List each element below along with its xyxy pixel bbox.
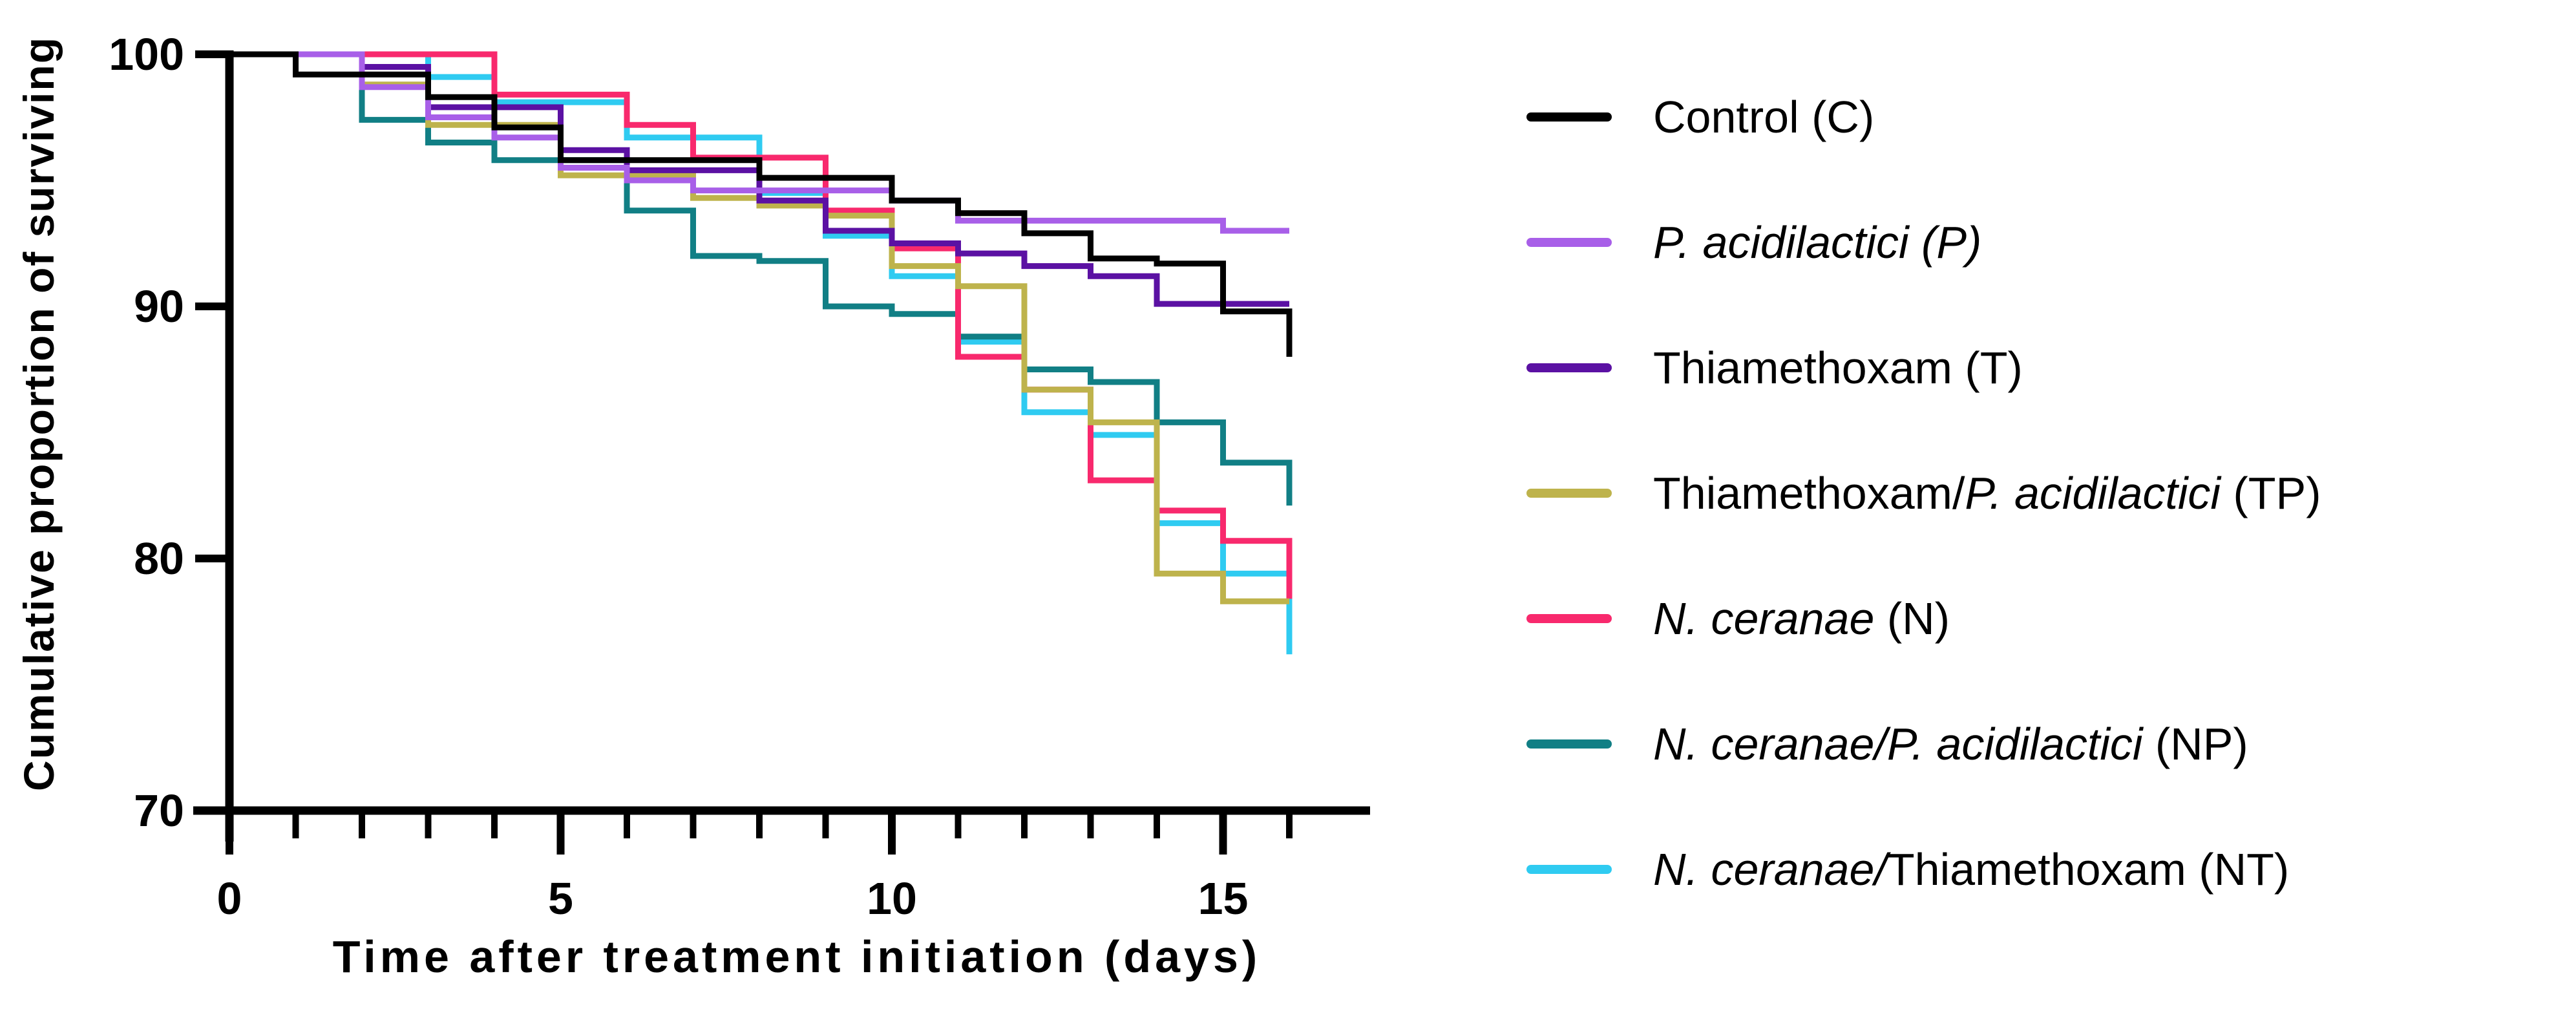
legend-label-P: P. acidilactici (P): [1653, 220, 1981, 265]
legend-label-segment: (N): [1874, 593, 1950, 644]
y-tick-label-70: 70: [134, 785, 184, 836]
legend-item-NT: N. ceranae/Thiamethoxam (NT): [1526, 807, 2321, 932]
y-axis-title: Cumulative proportion of surviving: [15, 36, 63, 792]
x-tick-label-0: 0: [216, 873, 242, 924]
y-tick-label-100: 100: [109, 29, 184, 80]
legend-label-segment: (TP): [2220, 468, 2321, 518]
legend-label-C: Control (C): [1653, 94, 1874, 140]
legend-label-segment-italic: N. ceranae: [1653, 593, 1875, 644]
legend-item-N: N. ceranae (N): [1526, 556, 2321, 681]
legend-label-segment: Control (C): [1653, 92, 1875, 142]
legend-item-T: Thiamethoxam (T): [1526, 305, 2321, 430]
x-tick-label-5: 5: [548, 873, 573, 924]
legend-swatch-P: [1526, 238, 1612, 247]
legend-label-segment-italic: N. ceranae/P. acidilactici: [1653, 719, 2143, 769]
legend-label-NT: N. ceranae/Thiamethoxam (NT): [1653, 847, 2289, 892]
legend-swatch-TP: [1526, 489, 1612, 498]
legend-item-P: P. acidilactici (P): [1526, 180, 2321, 305]
legend-label-N: N. ceranae (N): [1653, 596, 1950, 641]
survival-curve-TP: [229, 51, 1289, 604]
legend-label-NP: N. ceranae/P. acidilactici (NP): [1653, 721, 2248, 767]
legend-swatch-C: [1526, 112, 1612, 122]
x-tick-label-15: 15: [1198, 873, 1249, 924]
survival-curve-NT: [229, 51, 1293, 655]
legend-swatch-T: [1526, 363, 1612, 372]
legend-item-TP: Thiamethoxam/P. acidilactici (TP): [1526, 430, 2321, 556]
survival-curve-NP: [229, 51, 1293, 506]
legend-label-T: Thiamethoxam (T): [1653, 345, 2023, 390]
legend-item-NP: N. ceranae/P. acidilactici (NP): [1526, 681, 2321, 807]
legend-swatch-NT: [1526, 865, 1612, 874]
legend-swatch-N: [1526, 614, 1612, 623]
chart-legend: Control (C) P. acidilactici (P) Thiamethox…: [1526, 54, 2321, 932]
legend-label-segment-italic: N. ceranae/: [1653, 844, 1887, 895]
legend-label-segment: (NP): [2142, 719, 2248, 769]
x-tick-label-10: 10: [867, 873, 917, 924]
y-tick-label-80: 80: [134, 533, 184, 584]
legend-label-segment: Thiamethoxam/: [1653, 468, 1965, 518]
legend-label-segment: Thiamethoxam (T): [1653, 343, 2023, 393]
legend-swatch-NP: [1526, 739, 1612, 749]
y-tick-label-90: 90: [134, 281, 184, 332]
legend-item-C: Control (C): [1526, 54, 2321, 180]
legend-label-segment-italic: P. acidilactici (P): [1653, 217, 1982, 268]
legend-label-TP: Thiamethoxam/P. acidilactici (TP): [1653, 471, 2321, 516]
legend-label-segment: Thiamethoxam (NT): [1886, 844, 2290, 895]
survival-curve-C: [229, 51, 1293, 357]
legend-label-segment-italic: P. acidilactici: [1965, 468, 2221, 518]
x-axis-title: Time after treatment initiation (days): [332, 931, 1262, 982]
